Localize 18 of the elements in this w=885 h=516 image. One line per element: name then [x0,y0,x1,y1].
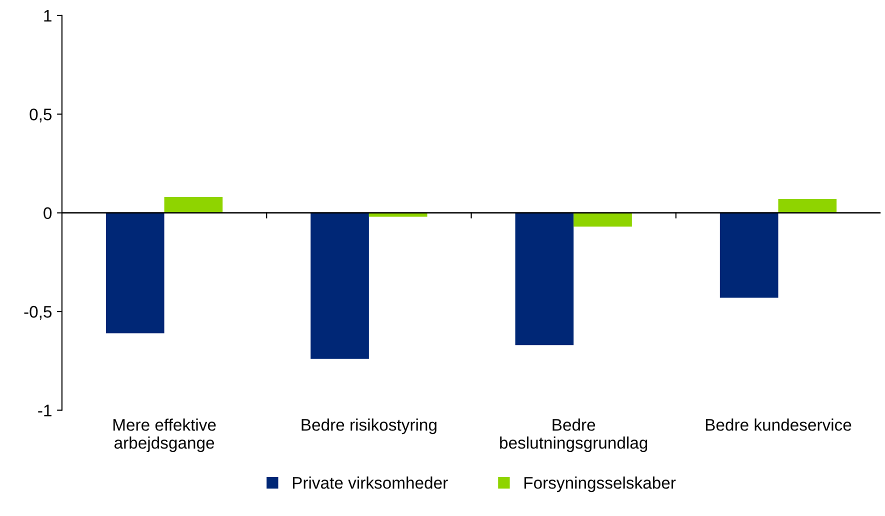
y-tick-label: -0,5 [24,306,52,320]
x-tick-label: Mere effektive arbejdsgange [113,418,216,452]
y-tick-label: 0 [44,207,52,220]
x-tick-label: Bedre kundeservice [706,418,852,431]
bar [515,212,574,346]
legend-label: Private virksomheder [292,476,448,489]
y-tick-label: -1 [38,404,52,416]
bar [574,212,632,227]
y-tick-label: 0,5 [30,108,52,122]
y-tick-label: 1 [44,10,52,22]
bar [778,199,837,213]
legend-label: Forsyningsselskaber [524,476,676,492]
bar [106,212,164,334]
bar [310,212,369,359]
bar [164,197,223,213]
x-tick-label: Bedre risikostyring [302,418,436,434]
x-tick-label: Bedre beslutningsgrundlag [500,418,648,452]
bar [720,212,778,298]
